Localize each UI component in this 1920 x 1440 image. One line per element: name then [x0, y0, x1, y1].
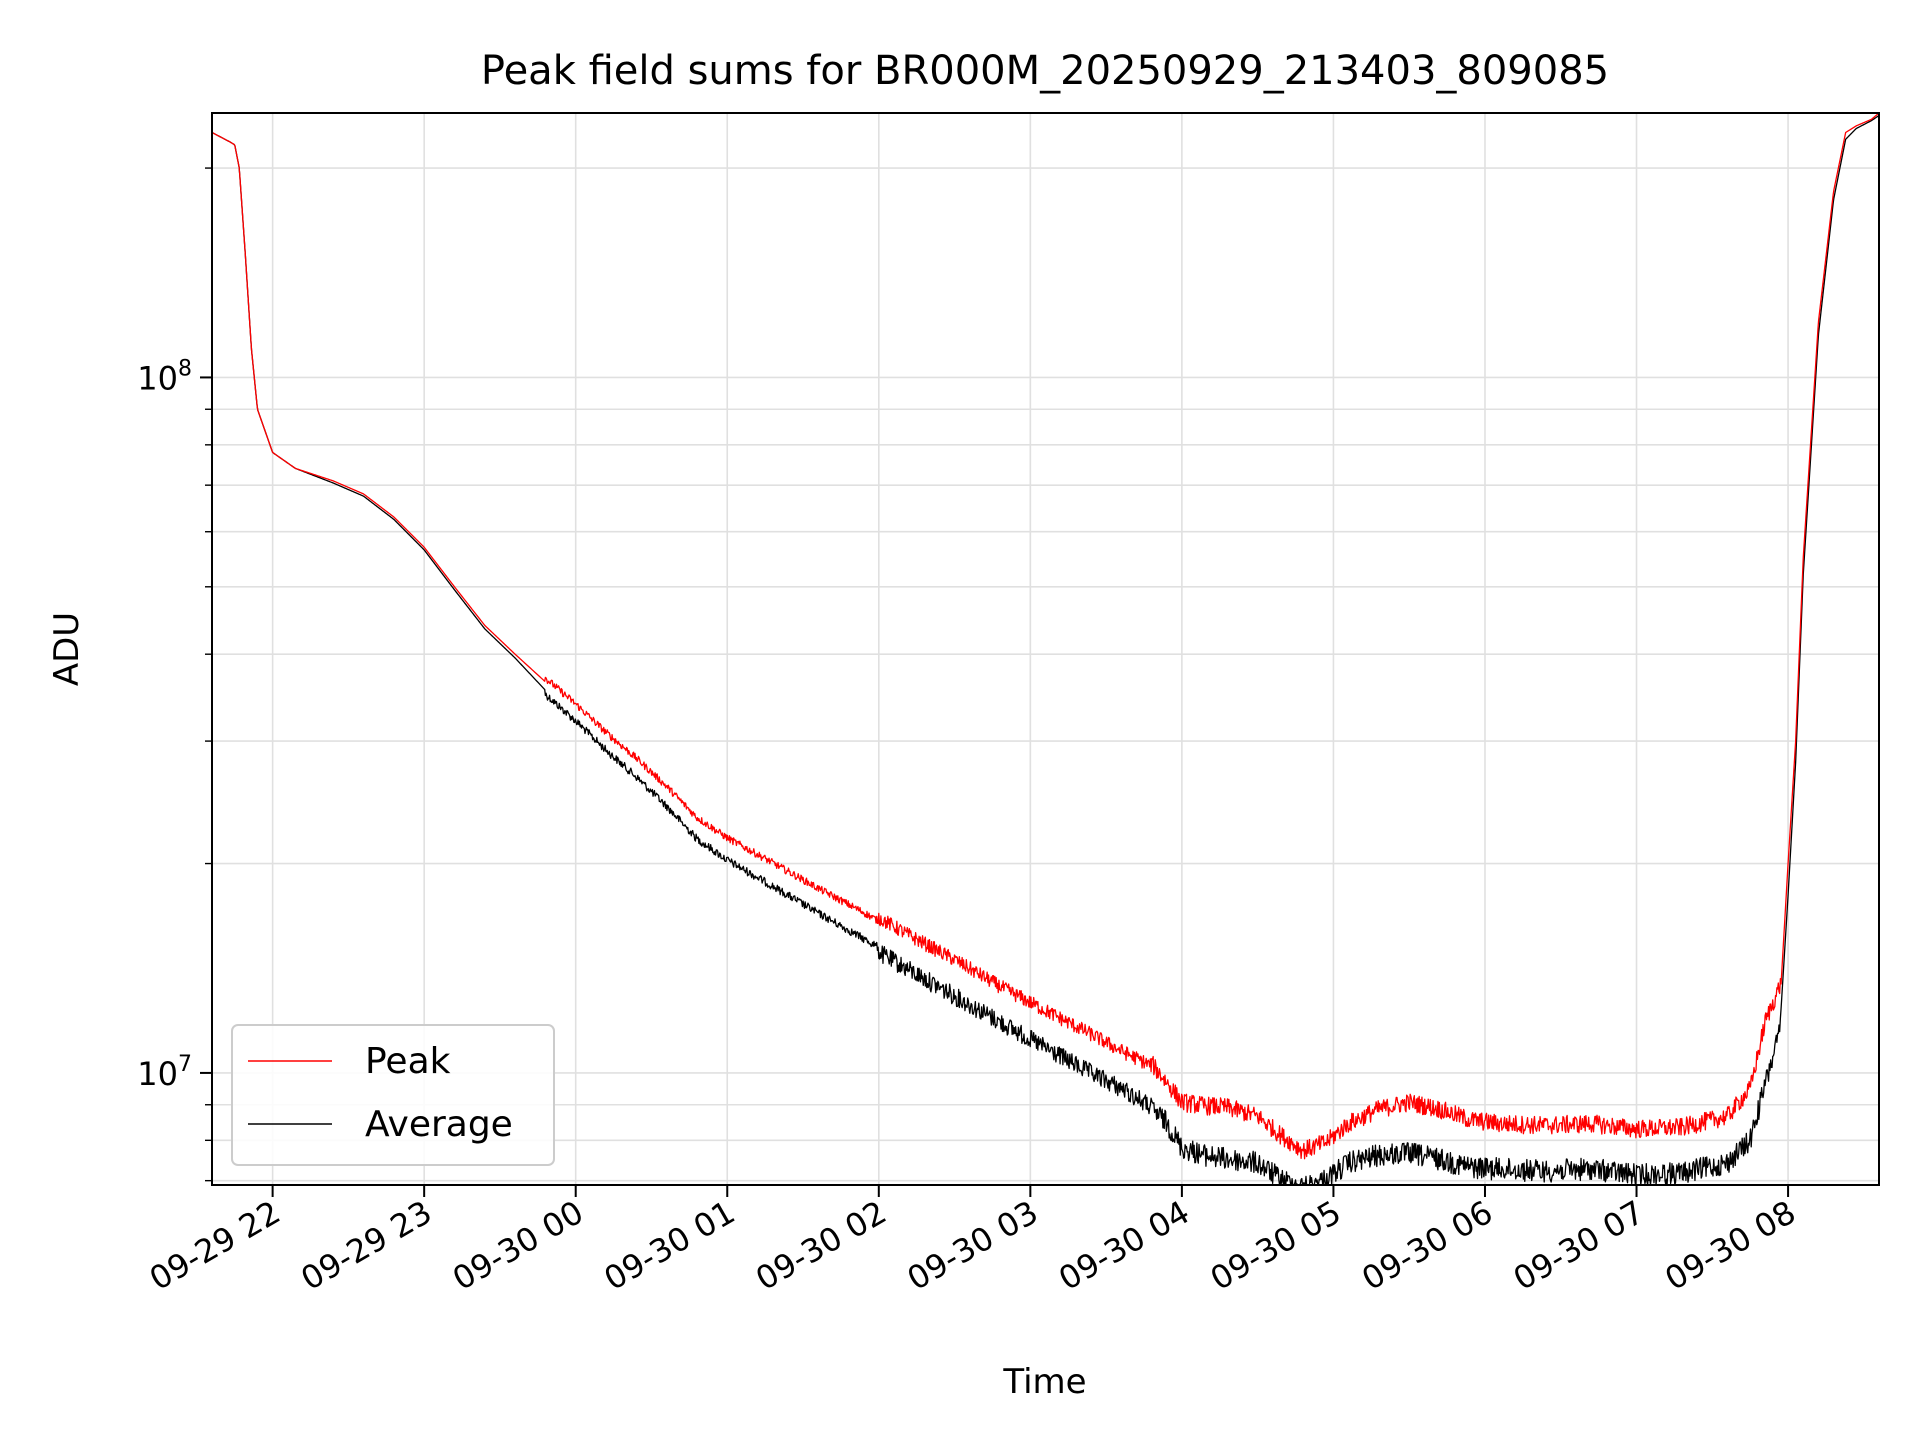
- y-axis-label: ADU: [47, 612, 87, 686]
- legend: Peak Average: [231, 1024, 555, 1166]
- plot-area: [211, 112, 1880, 1186]
- grid: [212, 113, 1879, 1185]
- series-line-average: [211, 114, 1880, 1186]
- chart-title: Peak field sums for BR000M_20250929_2134…: [481, 48, 1609, 94]
- series-line-peak: [211, 112, 1880, 1160]
- x-axis-label: Time: [1002, 1362, 1086, 1402]
- axes-frame: [211, 112, 1880, 1186]
- legend-box: [231, 1024, 555, 1166]
- legend-label-peak: Peak: [365, 1041, 451, 1082]
- legend-label-average: Average: [365, 1104, 513, 1145]
- y-tick-label: 108: [137, 356, 192, 397]
- y-tick-label: 107: [137, 1052, 192, 1093]
